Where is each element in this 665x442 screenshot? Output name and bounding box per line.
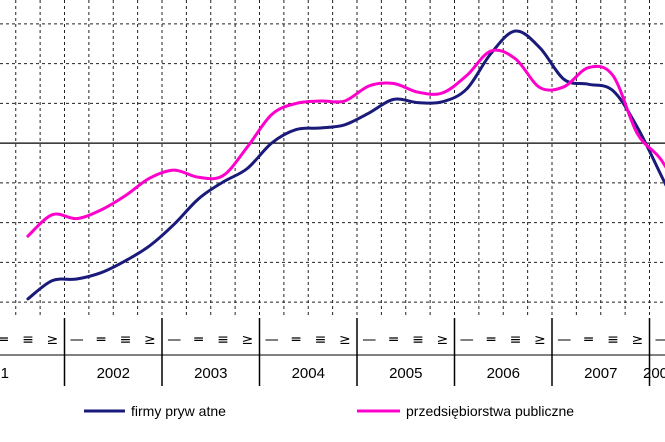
year-tick-label: 2005: [389, 365, 422, 382]
quarter-tick-label: ≡: [22, 332, 34, 348]
quarter-tick-label: ═: [388, 332, 398, 348]
quarter-tick-label: ≥: [144, 332, 156, 348]
quarter-tick-label: ═: [291, 332, 301, 348]
quarter-tick-label: ≥: [631, 332, 643, 348]
quarter-tick-label: ≡: [217, 332, 229, 348]
quarter-tick-label: ≥: [436, 332, 448, 348]
quarter-tick-label: ═: [486, 332, 496, 348]
quarter-tick-label: ≥: [339, 332, 351, 348]
quarter-tick-label: ═: [96, 332, 106, 348]
year-tick-label: 1: [1, 365, 9, 382]
year-tick-label: 2006: [487, 365, 520, 382]
quarter-tick-label: —: [167, 332, 181, 348]
quarter-tick-label: ═: [193, 332, 203, 348]
chart-grid: [0, 0, 665, 318]
quarter-tick-label: —: [460, 332, 474, 348]
quarter-tick-label: ≥: [241, 332, 253, 348]
quarter-tick-label: ≡: [510, 332, 522, 348]
quarter-tick-label: ≡: [315, 332, 327, 348]
year-tick-label: 2007: [584, 365, 617, 382]
year-tick-label: 2004: [292, 365, 325, 382]
year-tick-label: 2003: [194, 365, 227, 382]
quarter-tick-label: ≥: [46, 332, 58, 348]
series-line-firmy-prywatne: [26, 29, 665, 301]
legend-label-firmy-prywatne: firmy pryw atne: [131, 403, 226, 419]
quarter-tick-label: ≡: [412, 332, 424, 348]
quarter-tick-label: —: [655, 332, 665, 348]
x-axis: ═ ≡ ≥1 — ═ ≡ ≥2002 — ═ ≡ ≥2003 — ═ ≡ ≥2004 — ═ ≡ ≥2005 — ═ ≡ ≥…: [0, 318, 665, 386]
series-line-przedsiebiorstwa-publiczne: [26, 48, 665, 238]
quarter-tick-label: ═: [0, 332, 8, 348]
legend-label-przedsiebiorstwa-publiczne: przedsiębiorstwa publiczne: [406, 403, 574, 419]
quarter-tick-label: ≡: [120, 332, 132, 348]
quarter-tick-label: ═: [583, 332, 593, 348]
quarter-tick-label: —: [70, 332, 84, 348]
year-tick-label: 200: [643, 365, 665, 382]
quarter-tick-label: —: [362, 332, 376, 348]
quarter-tick-label: ≡: [607, 332, 619, 348]
quarter-tick-label: —: [557, 332, 571, 348]
year-tick-label: 2002: [97, 365, 130, 382]
quarter-tick-label: —: [265, 332, 279, 348]
quarter-tick-label: ≥: [534, 332, 546, 348]
legend: firmy pryw atne przedsiębiorstwa publicz…: [84, 403, 574, 419]
